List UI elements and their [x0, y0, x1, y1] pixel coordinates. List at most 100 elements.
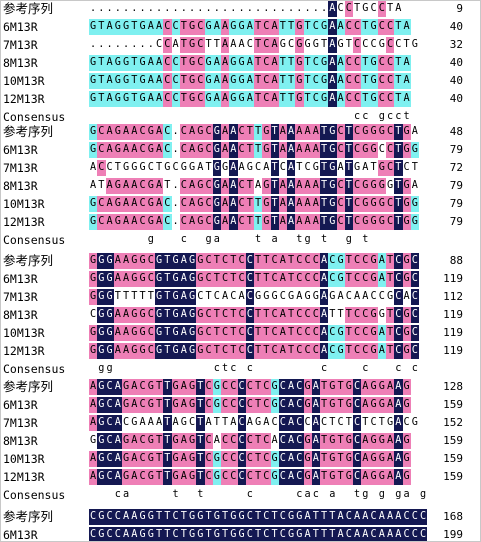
sequence-row: 7M13R A G C A C G A A A T A G C T A T T A C A G A C C A C C A C T C T C T C… [1, 415, 480, 431]
residue: G [402, 271, 411, 287]
residue: T [163, 271, 172, 287]
residue: G [171, 433, 180, 449]
consensus-residue [304, 109, 312, 125]
residue: C [196, 55, 205, 71]
residue: G [188, 253, 197, 269]
consensus-residue [403, 232, 411, 248]
sequence-name: 12M13R [3, 92, 45, 106]
residue: A [337, 291, 344, 302]
residue: T [212, 271, 221, 287]
residue: C [361, 271, 370, 287]
residue: T [196, 379, 205, 395]
residue: C [196, 73, 205, 89]
residue: G [204, 55, 213, 71]
residue: . [90, 3, 97, 14]
residue: T [196, 415, 205, 431]
residue: A [221, 178, 230, 194]
residue: C [97, 160, 106, 176]
residue: G [303, 397, 312, 413]
residue: T [336, 469, 345, 485]
residue: G [361, 124, 370, 140]
residue: T [254, 509, 263, 525]
residue: C [105, 397, 114, 413]
residue: C [270, 253, 279, 269]
residue: C [221, 469, 230, 485]
residue: C [89, 509, 98, 525]
consensus-residue [411, 487, 419, 503]
residue: C [204, 124, 213, 140]
residue: G [402, 214, 411, 230]
consensus-residue [130, 361, 138, 377]
sequence-row: 10M13R G C A G A A C G A C. C A G C G A A C T T G T A A A A A T G C T C G… [1, 196, 480, 212]
residue: C [179, 196, 188, 212]
residue: G [262, 214, 271, 230]
residue: T [320, 469, 329, 485]
residue: G [402, 397, 411, 413]
residue: A [296, 291, 303, 302]
residue: T [254, 214, 263, 230]
residue: G [328, 433, 337, 449]
residue: G [138, 73, 147, 89]
residue: G [89, 91, 98, 107]
residue: A [328, 37, 337, 53]
residue: A [320, 343, 329, 359]
residue: C [419, 509, 428, 525]
residue: G [138, 325, 147, 341]
residue: A [361, 451, 370, 467]
residue: A [221, 37, 230, 53]
residue: A [311, 469, 320, 485]
residue: G [369, 73, 378, 89]
residue: T [345, 39, 352, 50]
residue: . [312, 3, 319, 14]
residue: A [122, 124, 131, 140]
residue: T [270, 527, 279, 541]
residue: G [97, 527, 106, 541]
residue: A [113, 253, 122, 269]
residue: G [369, 19, 378, 35]
consensus-residue [163, 361, 171, 377]
residue: C [295, 271, 304, 287]
residue: C [90, 309, 97, 320]
residue: C [353, 55, 362, 71]
residue: T [386, 325, 395, 341]
residue: A [197, 162, 204, 173]
residue: G [188, 343, 197, 359]
residue: . [246, 3, 253, 14]
residue: A [377, 343, 386, 359]
sequence-row: 10M13R G G G A A G G C G T G A G G C T C T C C T T C A T C C C A C G T C C… [1, 325, 480, 341]
residue: A [295, 214, 304, 230]
residue: . [90, 39, 97, 50]
sequence-row: 6M13R A G C A G A C G T T G A G T C G C C C C T C G C A C G A T G T G C A G… [1, 397, 480, 413]
consensus-residue [262, 232, 270, 248]
residue: A [105, 214, 114, 230]
residue: C [353, 469, 362, 485]
sequence-row: 参考序列 G C A G A A C G A C. C A G C G A A C T T G T A A A A A T G C T C G G G… [1, 124, 480, 140]
residue: G [204, 73, 213, 89]
residue: G [105, 343, 114, 359]
residue: T [254, 469, 263, 485]
consensus-residue: c [395, 111, 402, 122]
residue: G [328, 469, 337, 485]
consensus-residue [155, 232, 163, 248]
residue: A [328, 55, 337, 71]
consensus-residue [337, 361, 345, 377]
consensus-residue [287, 232, 295, 248]
residue: A [394, 415, 403, 431]
residue: C [410, 289, 419, 305]
residue: A [130, 142, 139, 158]
consensus-residue [337, 487, 345, 503]
residue: C [336, 124, 345, 140]
residue: G [237, 19, 246, 35]
residue: C [336, 142, 345, 158]
residue: G [113, 91, 122, 107]
residue: T [213, 39, 220, 50]
residue: A [122, 343, 131, 359]
residue: . [230, 3, 237, 14]
residue: A [361, 509, 370, 525]
residue: G [146, 433, 155, 449]
residue: . [106, 39, 113, 50]
residue: A [270, 73, 279, 89]
residue: T [361, 19, 370, 35]
